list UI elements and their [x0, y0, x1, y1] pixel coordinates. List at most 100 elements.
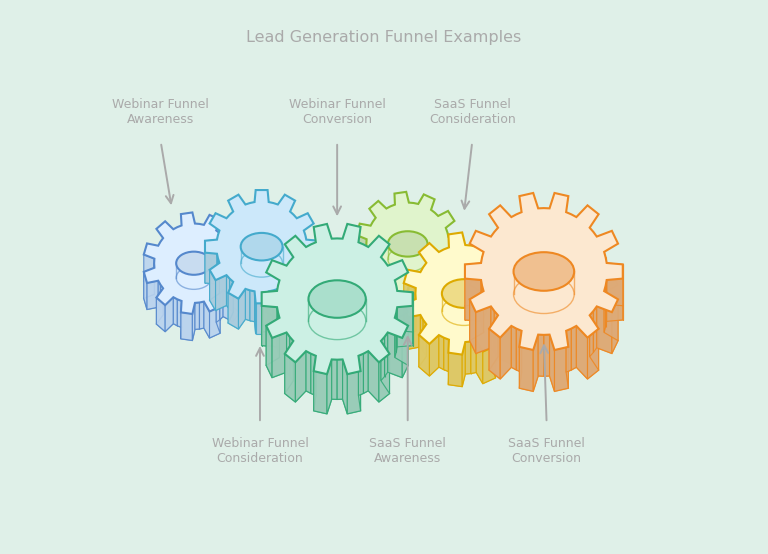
Polygon shape [161, 285, 163, 315]
Polygon shape [395, 294, 406, 324]
Polygon shape [439, 272, 448, 305]
Polygon shape [482, 252, 484, 299]
Polygon shape [356, 235, 366, 267]
Text: SaaS Funnel
Awareness: SaaS Funnel Awareness [369, 437, 446, 465]
Polygon shape [217, 235, 218, 270]
Polygon shape [158, 281, 161, 311]
Polygon shape [278, 289, 285, 329]
Polygon shape [544, 335, 550, 376]
Polygon shape [267, 291, 269, 334]
Polygon shape [395, 312, 396, 357]
Polygon shape [379, 354, 389, 402]
Polygon shape [165, 297, 174, 332]
Polygon shape [144, 212, 244, 314]
Polygon shape [448, 267, 455, 305]
Polygon shape [590, 315, 598, 370]
Polygon shape [476, 341, 483, 383]
Polygon shape [327, 360, 332, 414]
Polygon shape [278, 280, 280, 325]
Polygon shape [369, 279, 379, 315]
Polygon shape [508, 312, 518, 352]
Polygon shape [232, 270, 233, 301]
Polygon shape [519, 347, 533, 391]
Polygon shape [431, 278, 435, 316]
Polygon shape [419, 284, 424, 321]
Polygon shape [210, 270, 216, 310]
Polygon shape [210, 307, 220, 338]
Polygon shape [272, 332, 286, 378]
Polygon shape [285, 354, 296, 402]
Polygon shape [429, 335, 439, 376]
Polygon shape [550, 335, 554, 391]
Polygon shape [439, 335, 444, 370]
Polygon shape [205, 240, 217, 271]
Polygon shape [313, 371, 327, 414]
Polygon shape [262, 224, 412, 374]
Polygon shape [269, 290, 273, 322]
Ellipse shape [240, 233, 283, 260]
Polygon shape [424, 289, 435, 321]
Polygon shape [144, 239, 244, 341]
Polygon shape [266, 326, 272, 378]
Ellipse shape [309, 280, 366, 318]
Text: Lead Generation Funnel Examples: Lead Generation Funnel Examples [247, 30, 521, 45]
Polygon shape [147, 281, 158, 310]
Polygon shape [419, 335, 429, 376]
Polygon shape [607, 279, 623, 321]
Polygon shape [373, 266, 376, 297]
Polygon shape [386, 279, 391, 309]
Polygon shape [492, 334, 495, 378]
Polygon shape [227, 275, 230, 309]
Polygon shape [576, 326, 588, 379]
Polygon shape [414, 284, 419, 312]
Polygon shape [210, 263, 220, 300]
Polygon shape [597, 306, 612, 353]
Polygon shape [516, 329, 521, 372]
Polygon shape [228, 282, 233, 323]
Text: Webinar Funnel
Awareness: Webinar Funnel Awareness [112, 98, 209, 126]
Polygon shape [285, 341, 293, 393]
Polygon shape [519, 331, 521, 388]
Polygon shape [363, 351, 368, 393]
Polygon shape [277, 285, 278, 331]
Polygon shape [465, 342, 471, 374]
Polygon shape [359, 356, 360, 411]
Polygon shape [538, 335, 544, 376]
Polygon shape [181, 312, 192, 341]
Polygon shape [606, 258, 607, 304]
Polygon shape [511, 326, 516, 370]
Polygon shape [604, 291, 618, 341]
Polygon shape [404, 264, 525, 387]
Polygon shape [607, 263, 623, 306]
Polygon shape [404, 304, 408, 350]
Polygon shape [554, 347, 568, 391]
Polygon shape [489, 315, 498, 370]
Polygon shape [311, 353, 316, 396]
Polygon shape [465, 234, 623, 391]
Polygon shape [177, 299, 181, 327]
Polygon shape [205, 253, 217, 284]
Polygon shape [290, 279, 293, 312]
Polygon shape [404, 283, 415, 320]
Polygon shape [285, 293, 295, 329]
Polygon shape [448, 232, 449, 264]
Polygon shape [368, 351, 379, 402]
Polygon shape [489, 329, 500, 379]
Polygon shape [395, 280, 396, 325]
Polygon shape [408, 315, 420, 350]
Polygon shape [174, 297, 177, 326]
Ellipse shape [442, 279, 486, 308]
Polygon shape [216, 275, 227, 310]
Polygon shape [566, 329, 571, 372]
Polygon shape [246, 289, 250, 321]
Polygon shape [306, 253, 318, 284]
Polygon shape [435, 272, 439, 302]
Polygon shape [217, 293, 220, 322]
Polygon shape [391, 281, 395, 311]
Ellipse shape [176, 252, 211, 275]
Polygon shape [144, 254, 154, 285]
Text: Webinar Funnel
Conversion: Webinar Funnel Conversion [289, 98, 386, 126]
Polygon shape [306, 240, 318, 271]
Polygon shape [205, 190, 318, 304]
Polygon shape [445, 255, 448, 288]
